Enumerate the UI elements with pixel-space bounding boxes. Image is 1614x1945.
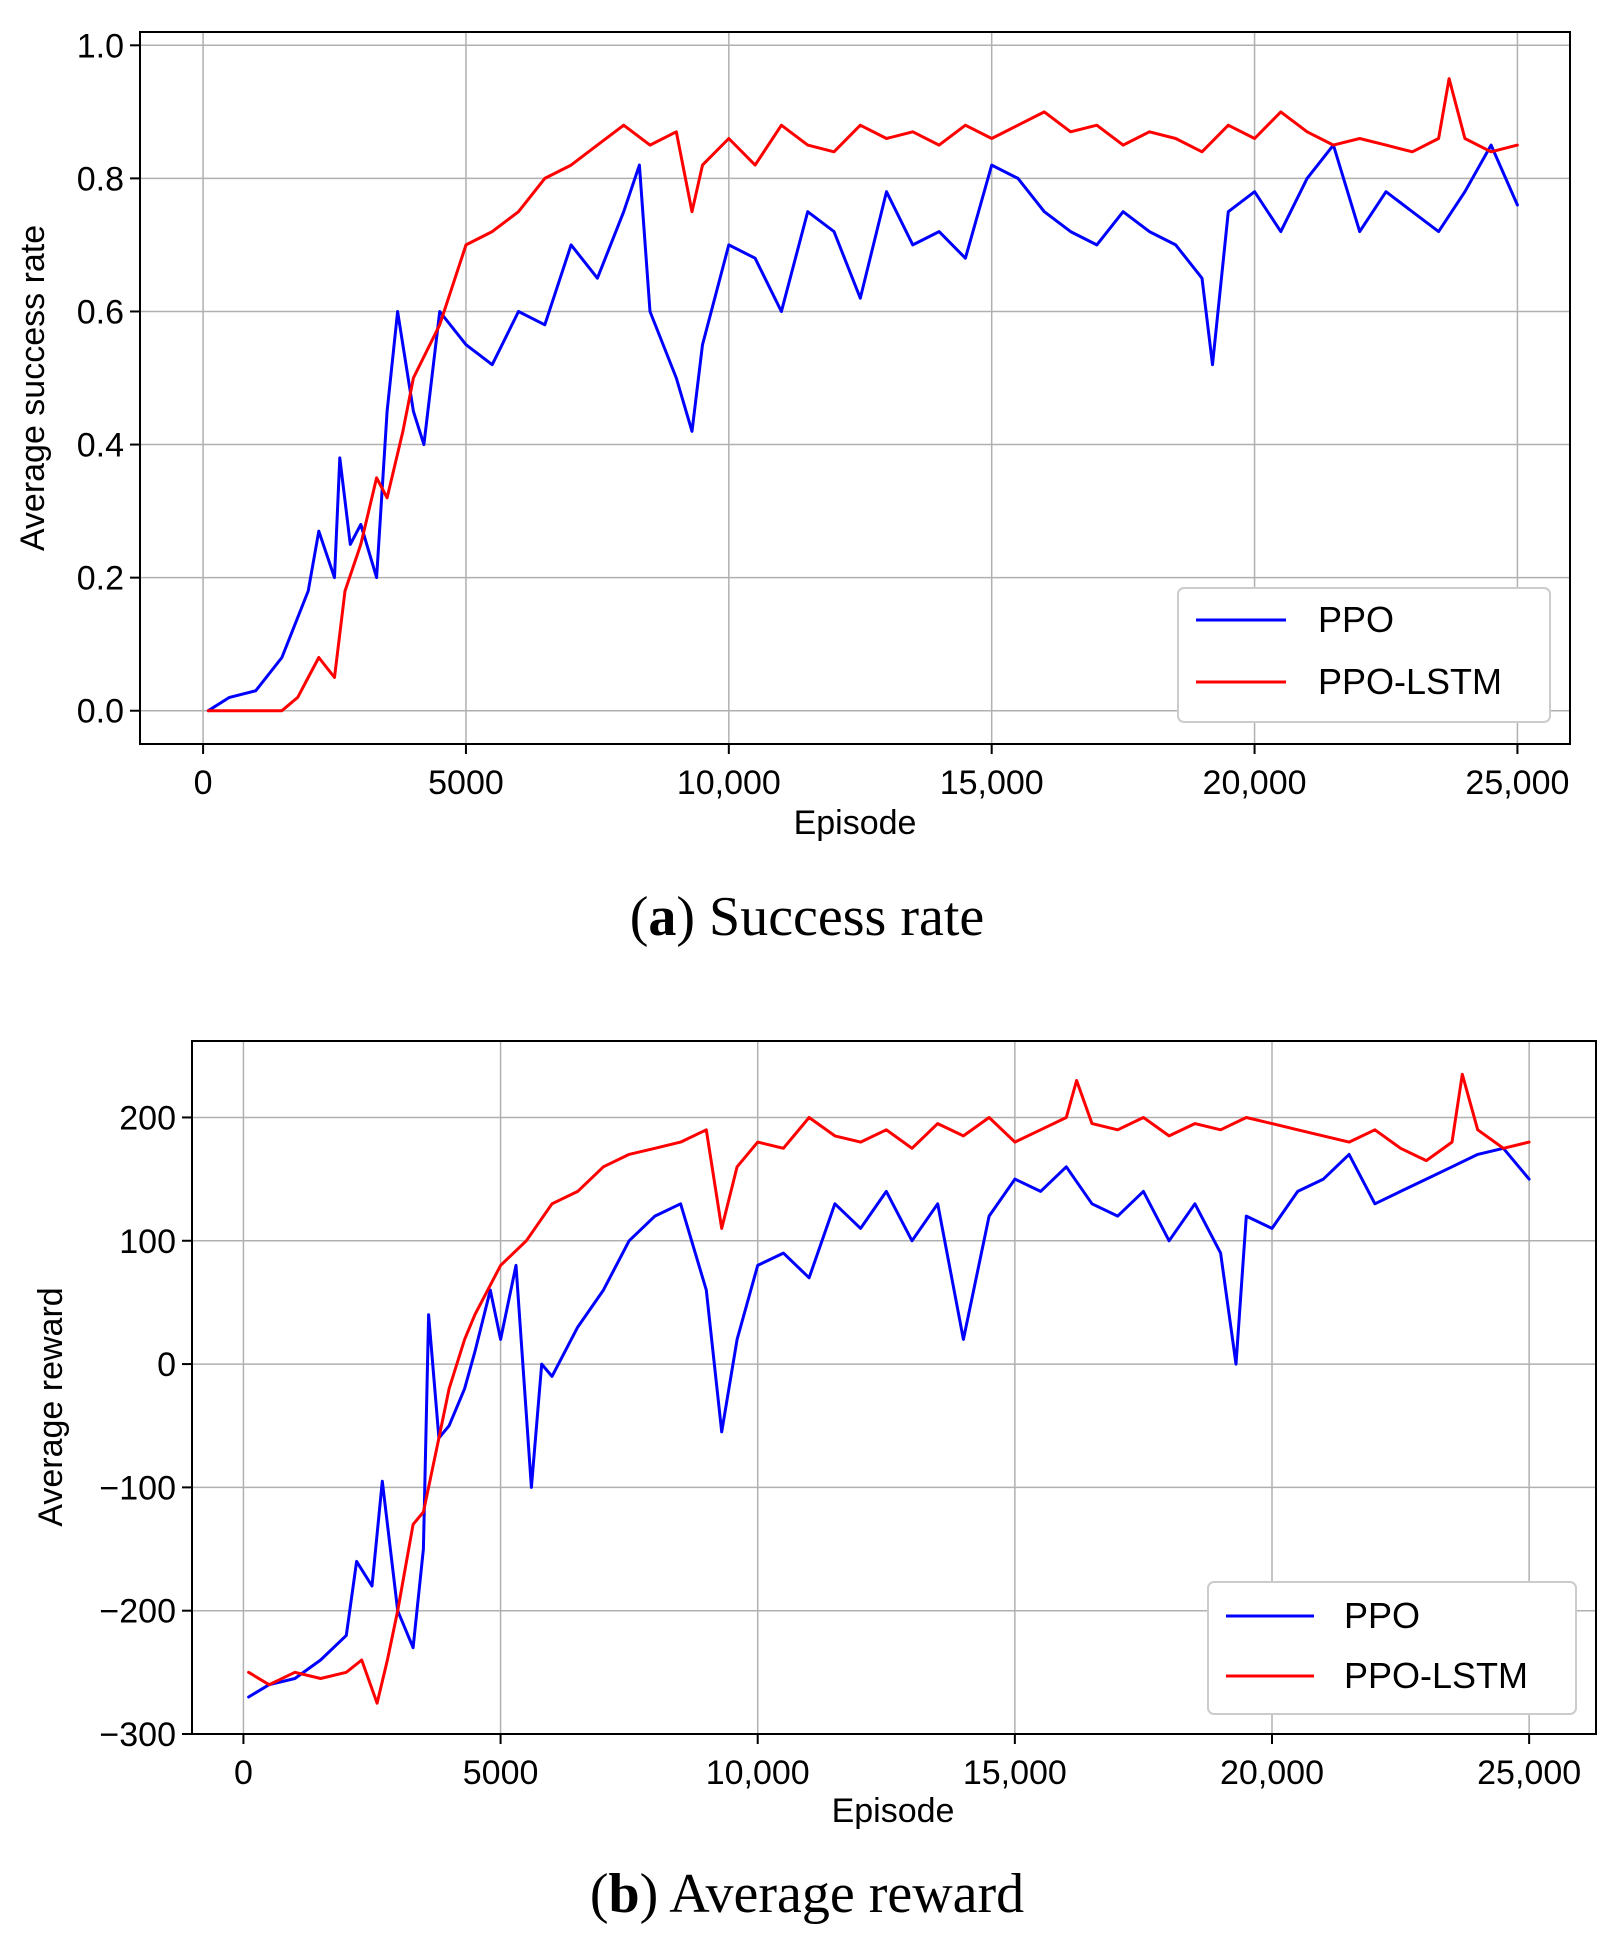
- chart-a-series: [206, 77, 1519, 713]
- chart-a-legend: PPO PPO-LSTM: [1177, 587, 1551, 723]
- chart-b-xtick-label: 0: [234, 1754, 253, 1792]
- chart-a-ytick-label: 1.0: [77, 27, 124, 65]
- chart-b-ytick-label: −200: [99, 1593, 176, 1631]
- chart-b-y-ticks: −300 −200 −100 0 100 200: [99, 1099, 192, 1754]
- chart-a-y-ticks: 0.0 0.2 0.4 0.6 0.8 1.0: [77, 27, 140, 731]
- chart-b-series-ppo-lstm: [247, 1072, 1531, 1705]
- chart-a-ytick-label: 0.4: [77, 427, 124, 465]
- chart-b-legend-label-ppo: PPO: [1344, 1595, 1420, 1636]
- chart-b-caption-letter: b: [608, 1863, 639, 1925]
- chart-a-ytick-label: 0.6: [77, 293, 124, 331]
- chart-a-xtick-label: 10,000: [677, 764, 781, 802]
- chart-b-caption-text: Average reward: [669, 1863, 1024, 1925]
- chart-b-x-ticks: 0 5000 10,000 15,000 20,000 25,000: [234, 1734, 1581, 1792]
- chart-b-legend: PPO PPO-LSTM: [1207, 1581, 1577, 1715]
- chart-b-xtick-label: 20,000: [1220, 1754, 1324, 1792]
- chart-a-grid: [140, 32, 1570, 744]
- chart-b-xtick-label: 10,000: [706, 1754, 810, 1792]
- chart-panel-a: 0 5000 10,000 15,000 20,000 25,000 0.00.20.40…: [14, 27, 1571, 948]
- chart-b-xtick-label: 5000: [463, 1754, 539, 1792]
- chart-a-xlabel: Episode: [794, 804, 917, 842]
- chart-a-xtick-label: 0: [194, 764, 213, 802]
- chart-a-ylabel: Average success rate: [14, 225, 52, 551]
- chart-b-ytick-label: −300: [99, 1716, 176, 1754]
- chart-b-series: [247, 1072, 1531, 1705]
- chart-a-series-ppo-lstm: [206, 77, 1519, 713]
- chart-b-ytick-label: 0: [157, 1346, 176, 1384]
- chart-a-caption-letter: a: [648, 886, 676, 948]
- chart-a-xtick-label: 15,000: [940, 764, 1044, 802]
- chart-b-ytick-label: 200: [119, 1099, 176, 1137]
- chart-a-caption-text: Success rate: [709, 886, 984, 948]
- chart-b-xtick-label: 25,000: [1477, 1754, 1581, 1792]
- chart-b-xtick-label: 15,000: [963, 1754, 1067, 1792]
- chart-a-plot-frame: [139, 31, 1571, 745]
- chart-a-ytick-label: 0.0: [77, 693, 124, 731]
- chart-a-xtick-label: 5000: [428, 764, 504, 802]
- chart-a-x-ticks: 0 5000 10,000 15,000 20,000 25,000: [194, 744, 1569, 802]
- chart-b-xlabel: Episode: [832, 1792, 955, 1830]
- chart-a-ytick-label: 0.2: [77, 560, 124, 598]
- chart-a-legend-label-ppo: PPO: [1318, 599, 1394, 640]
- chart-a-caption: (a) Success rate: [630, 886, 985, 948]
- chart-a-series-ppo: [206, 143, 1519, 713]
- chart-b-caption: (b) Average reward: [590, 1863, 1024, 1925]
- chart-a-ytick-label: 0.8: [77, 160, 124, 198]
- chart-panel-b: 0 5000 10,000 15,000 20,000 25,000 −300 −200 −1…: [32, 1040, 1597, 1925]
- chart-b-ytick-label: 100: [119, 1223, 176, 1261]
- chart-a-xtick-label: 20,000: [1203, 764, 1307, 802]
- chart-b-plot-frame: [191, 1040, 1597, 1735]
- chart-b-legend-label-ppo-lstm: PPO-LSTM: [1344, 1655, 1528, 1696]
- chart-a-xtick-label: 25,000: [1465, 764, 1569, 802]
- chart-a-legend-label-ppo-lstm: PPO-LSTM: [1318, 661, 1502, 702]
- chart-b-ytick-label: −100: [99, 1469, 176, 1507]
- chart-b-ylabel: Average reward: [32, 1287, 70, 1526]
